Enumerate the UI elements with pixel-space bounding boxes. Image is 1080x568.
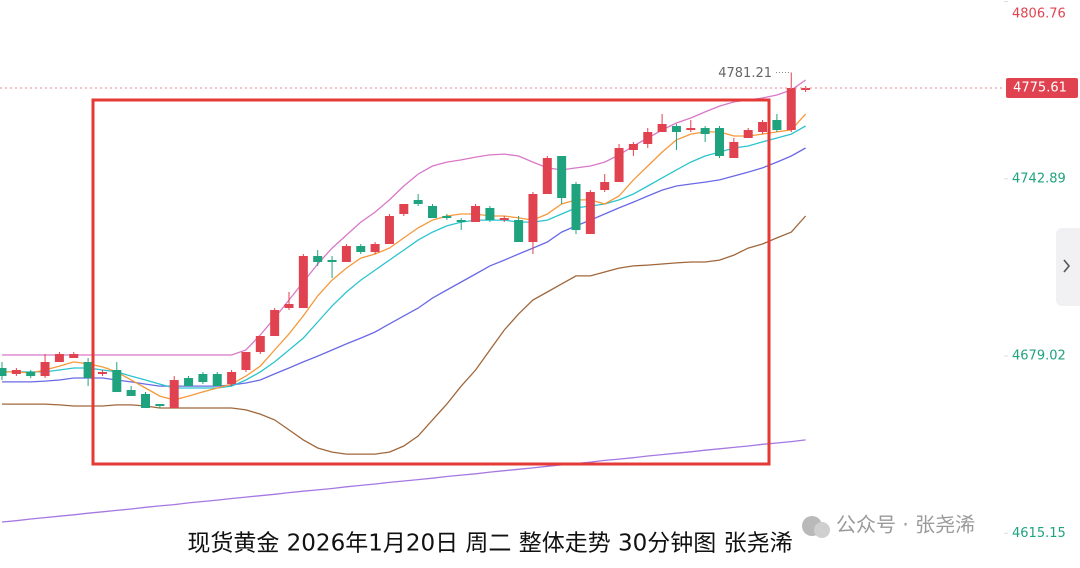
candle-body	[686, 128, 696, 131]
candle-body	[298, 255, 308, 309]
candle-body	[600, 182, 610, 191]
candle-body	[341, 246, 351, 262]
indicator-line	[2, 79, 806, 356]
highlight-box	[91, 98, 771, 466]
candle-body	[198, 373, 208, 383]
candle-body	[671, 126, 681, 133]
y-tick-label: 4742.89	[1012, 171, 1066, 186]
high-label: 4781.21	[718, 66, 772, 81]
candle-body	[313, 255, 323, 262]
candle-body	[700, 128, 710, 135]
indicator-line	[1, 439, 806, 523]
candle-body	[413, 199, 423, 204]
candle-body	[485, 207, 495, 221]
candle-body	[40, 362, 50, 377]
candle-body	[155, 404, 165, 407]
candle-body	[571, 184, 581, 230]
candle-body	[227, 371, 237, 385]
caption: 现货黄金 2026年1月20日 周二 整体走势 30分钟图 张尧浠	[187, 531, 792, 557]
candle-body	[0, 368, 7, 377]
candle-body	[83, 362, 93, 379]
candle-body	[456, 220, 466, 223]
candle-body	[327, 259, 337, 262]
indicator-line	[2, 125, 806, 389]
candle-body	[54, 354, 64, 363]
candle-body	[585, 192, 595, 234]
side-panel-toggle[interactable]	[1056, 228, 1080, 306]
candle-body	[542, 158, 552, 195]
chevron-icon	[1063, 259, 1071, 273]
candle-body	[557, 156, 567, 199]
candle-body	[112, 369, 122, 393]
candle-body	[442, 216, 452, 219]
candle-body	[255, 336, 265, 353]
candle-body	[399, 203, 409, 215]
candle-body	[270, 310, 280, 337]
indicator-line	[2, 147, 806, 387]
candle-body	[11, 369, 21, 374]
candle-body	[614, 147, 624, 183]
candle-body	[241, 352, 251, 370]
y-tick-label: 4679.02	[1012, 349, 1066, 364]
candle-body	[514, 220, 524, 243]
candle-body	[26, 371, 36, 377]
candle-body	[370, 244, 380, 253]
candle-body	[284, 304, 294, 309]
indicator-line	[2, 215, 807, 455]
candle-body	[772, 119, 782, 131]
candle-body	[97, 371, 107, 374]
icon-bubble	[814, 522, 830, 538]
candle-body	[169, 380, 179, 409]
y-tick-label: 4806.76	[1012, 7, 1066, 22]
candle-body	[184, 378, 194, 387]
candle-body	[715, 128, 724, 157]
candle-body	[356, 246, 366, 253]
candle-body	[801, 87, 811, 90]
candle-body	[628, 143, 638, 150]
candle-body	[471, 205, 481, 223]
last-price-label: 4775.61	[1013, 80, 1067, 95]
candle-body	[758, 121, 768, 133]
candle-body	[528, 194, 538, 243]
plot-area	[0, 72, 811, 523]
candle-body	[141, 394, 150, 409]
indicator-line	[2, 113, 807, 401]
candle-body	[643, 132, 653, 144]
watermark: 公众号 · 张尧浠	[836, 513, 975, 537]
watermark-icon	[802, 516, 830, 538]
candle-body	[69, 354, 79, 359]
candle-body	[428, 205, 437, 219]
candle-body	[657, 123, 667, 133]
last-price-box	[1006, 77, 1078, 98]
candle-body	[384, 216, 394, 245]
candle-body	[499, 218, 509, 221]
candle-body	[126, 390, 136, 397]
candle-body	[212, 373, 222, 387]
candle-body	[729, 142, 739, 159]
y-tick-label: 4615.15	[1012, 526, 1066, 541]
candle-body	[743, 130, 753, 139]
candle-body	[786, 87, 796, 131]
